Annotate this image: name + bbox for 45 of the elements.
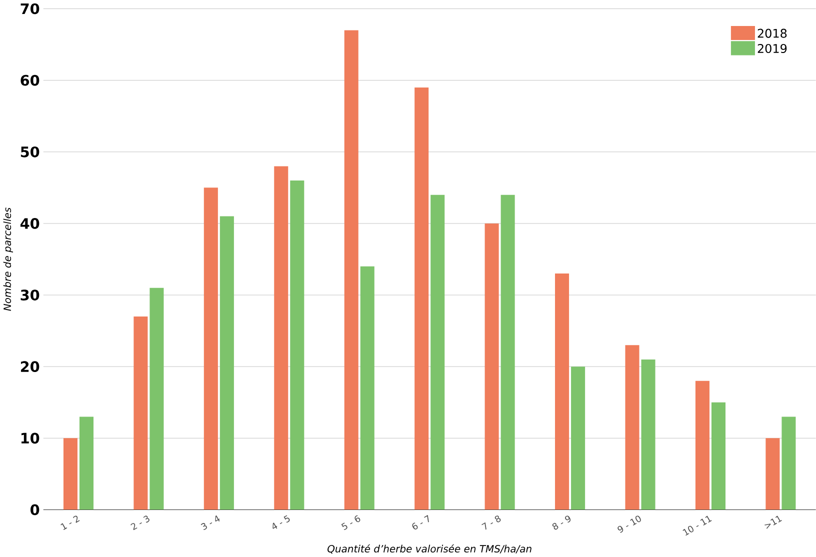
legend-label: 2018: [758, 28, 787, 38]
bar: [555, 274, 570, 510]
legend-label: 2019: [758, 44, 787, 54]
x-tick-label: 7 - 8: [482, 516, 501, 530]
bar: [430, 194, 445, 510]
bar: [782, 416, 796, 510]
bar: [150, 288, 164, 510]
y-tick-label: 50: [20, 146, 40, 158]
x-tick-label: 4 - 5: [272, 515, 290, 529]
x-tick-label: 3 - 4: [200, 515, 220, 530]
bar: [220, 216, 234, 510]
x-axis-title: Quantité d’herbe valorisée en TMS/ha/an: [328, 544, 532, 554]
x-tick-label: 2 - 3: [130, 516, 150, 530]
bar: [134, 316, 148, 510]
bar: [625, 345, 640, 510]
y-tick-label: 70: [20, 3, 40, 14]
x-tick-label: 8 - 9: [552, 516, 571, 530]
bar: [274, 166, 288, 510]
y-tick-label: 40: [20, 218, 40, 229]
bar: [500, 194, 515, 510]
bar: [79, 416, 94, 510]
x-tick-label: 5 - 6: [341, 515, 360, 530]
y-tick-label: 20: [20, 361, 40, 372]
bar: [63, 438, 78, 510]
bar: [695, 380, 710, 510]
bar: [711, 402, 726, 510]
bar: [484, 223, 499, 510]
x-tick-label: >11: [764, 516, 782, 529]
y-tick-label: 60: [20, 74, 40, 86]
bar: [414, 87, 429, 510]
y-axis-title: Nombre de parcelles: [3, 208, 13, 311]
bar: [766, 438, 780, 510]
bar: [204, 188, 218, 510]
y-tick-label: 30: [20, 290, 40, 300]
x-tick-label: 6 - 7: [412, 515, 429, 530]
bar: [641, 359, 656, 510]
x-tick-label: 1 - 2: [60, 516, 80, 530]
bar: [571, 366, 586, 510]
x-tick-label: 9 - 10: [618, 516, 641, 533]
y-tick-label: 10: [21, 432, 40, 444]
bar: [360, 266, 374, 510]
bar: [290, 180, 304, 510]
x-tick-label: 10 - 11: [682, 516, 712, 536]
y-tick-label: 0: [30, 504, 40, 516]
bar: [344, 30, 358, 510]
